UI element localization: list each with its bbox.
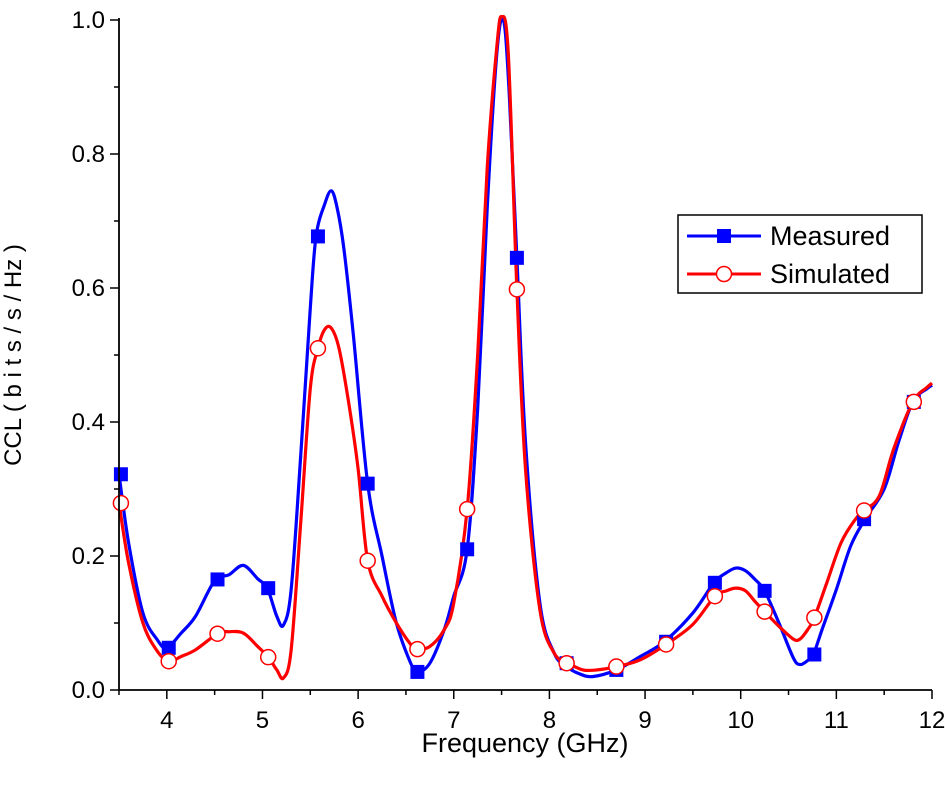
simulated-point: [160, 652, 177, 670]
measured-point: [360, 476, 375, 491]
legend-marker-simulated: [715, 265, 733, 283]
simulated-point: [359, 552, 376, 569]
plot-markers: [112, 229, 923, 679]
simulated-point: [806, 609, 823, 626]
y-tick-label: 0.4: [72, 409, 105, 436]
x-axis-title: Frequency (GHz): [421, 728, 628, 758]
simulated-point: [855, 502, 873, 519]
x-tick-label: 8: [543, 707, 556, 734]
axes: [118, 18, 932, 691]
x-tick-label: 7: [447, 707, 460, 734]
measured-point: [509, 250, 524, 265]
y-tick-label: 0.6: [72, 275, 105, 302]
x-tick-label: 4: [160, 707, 173, 734]
simulated-point: [112, 494, 130, 512]
x-tick-label: 10: [727, 707, 754, 734]
simulated-point: [558, 654, 575, 672]
measured-point: [161, 640, 176, 655]
y-tick-label: 0.0: [72, 677, 105, 704]
measured-point: [757, 583, 772, 598]
x-tick-label: 12: [919, 707, 945, 734]
simulated-point: [657, 636, 675, 653]
measured-point: [261, 581, 276, 596]
x-tick-label: 11: [824, 707, 849, 734]
x-tick-label: 5: [256, 707, 269, 734]
simulated-point: [259, 648, 277, 666]
simulated-point: [309, 340, 327, 357]
series-line-measured: [117, 16, 933, 679]
measured-point: [807, 647, 822, 662]
simulated-point: [458, 500, 476, 518]
plot-lines: [117, 14, 934, 681]
x-tick-label: 9: [638, 707, 651, 734]
series-line-simulated: [117, 14, 934, 681]
measured-point: [310, 229, 325, 244]
y-tick-label: 1.0: [72, 7, 105, 34]
measured-point: [410, 664, 425, 679]
legend: Measured Simulated: [677, 214, 923, 294]
measured-point: [210, 572, 225, 587]
simulated-point: [409, 640, 426, 658]
simulated-point: [706, 587, 724, 605]
y-axis-title: CCL ( b i t s / s / Hz ): [0, 244, 27, 466]
legend-marker-measured: [717, 229, 731, 243]
measured-point: [460, 542, 475, 557]
legend-label-simulated: Simulated: [770, 259, 890, 289]
ticks: 4 5 6 7 8 9 10 11 12 0.0 0.2 0.4 0.6 0.8 1.0: [72, 7, 945, 734]
simulated-point: [608, 658, 625, 675]
measured-point: [113, 467, 128, 482]
y-tick-label: 0.8: [72, 141, 105, 168]
simulated-point: [905, 393, 923, 411]
simulated-point: [756, 603, 773, 620]
simulated-point: [508, 281, 526, 298]
legend-label-measured: Measured: [770, 221, 890, 251]
y-tick-label: 0.2: [72, 543, 105, 570]
simulated-point: [209, 625, 226, 642]
x-tick-label: 6: [351, 707, 364, 734]
measured-point: [707, 575, 722, 590]
